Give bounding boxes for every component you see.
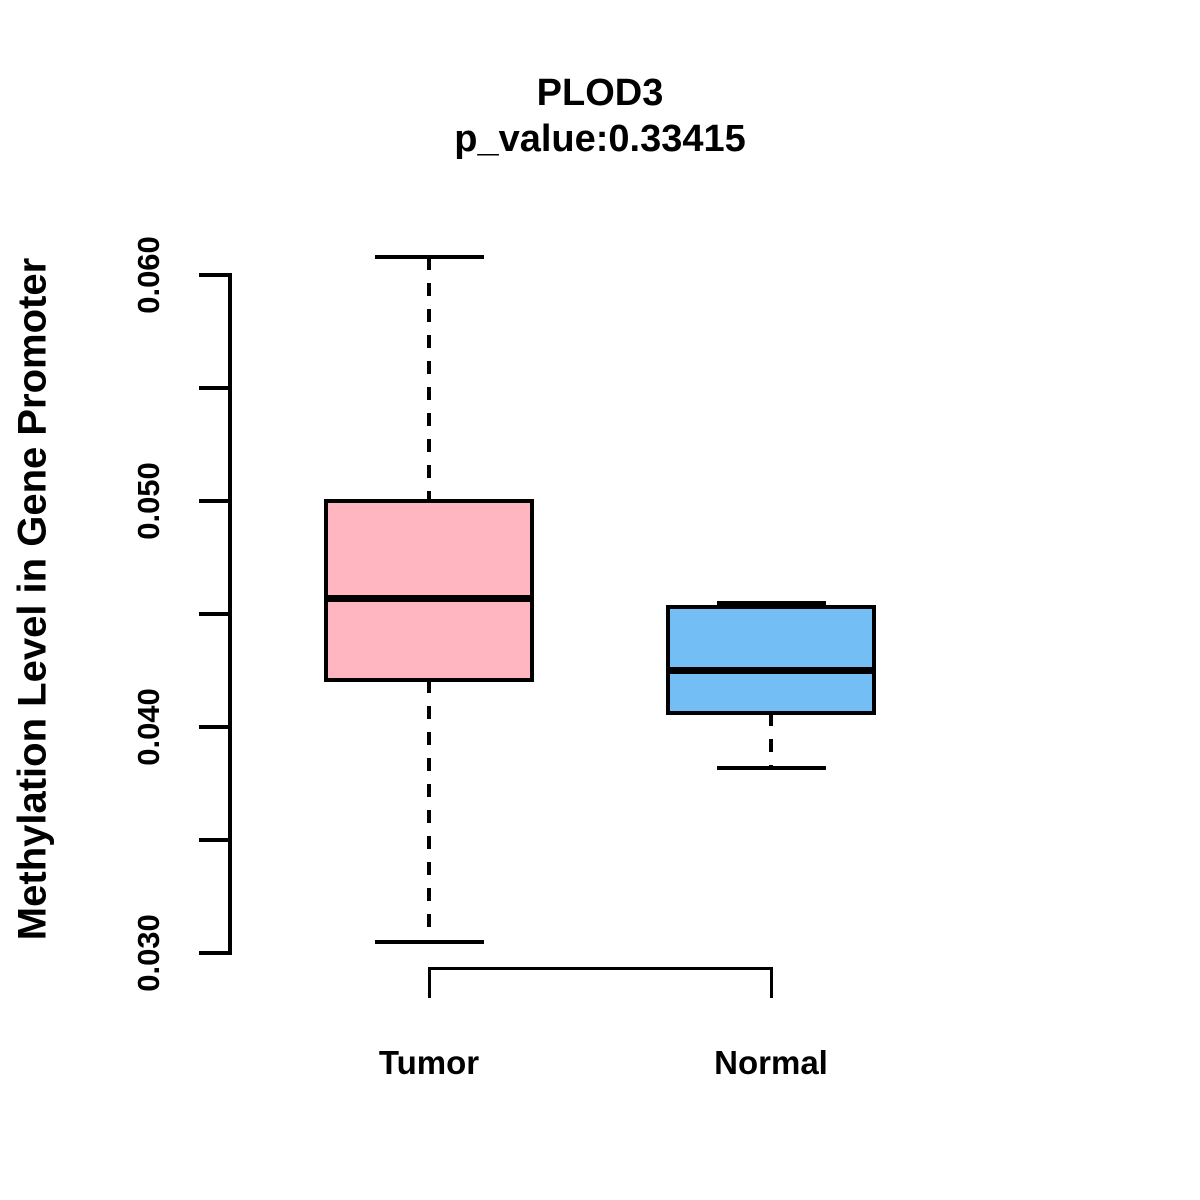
x-axis-tick: [769, 968, 773, 998]
chart-title: PLOD3: [536, 72, 664, 114]
whisker-cap-lower: [374, 939, 484, 944]
whisker-lower: [427, 679, 431, 942]
median-line-tumor: [324, 594, 534, 602]
y-axis-tick: [199, 386, 230, 390]
box-tumor: [324, 499, 534, 682]
whisker-cap-upper: [374, 254, 484, 259]
chart-subtitle: p_value:0.33415: [454, 118, 746, 160]
y-axis-tick-label: 0.050: [131, 462, 166, 540]
whisker-upper: [427, 256, 431, 501]
whisker-lower: [769, 713, 773, 768]
whisker-cap-upper: [716, 600, 826, 605]
y-axis-tick-label: 0.030: [131, 914, 166, 992]
y-axis-tick: [199, 273, 230, 277]
x-axis-line: [427, 966, 773, 970]
whisker-cap-lower: [716, 765, 826, 770]
median-line-normal: [666, 667, 876, 674]
y-axis-tick-label: 0.060: [131, 236, 166, 314]
category-label-normal: Normal: [714, 1044, 828, 1081]
x-axis-tick: [427, 968, 431, 998]
y-axis-tick-label: 0.040: [131, 688, 166, 766]
y-axis-line: [228, 273, 232, 955]
y-axis-tick: [199, 725, 230, 729]
box-normal: [666, 605, 876, 716]
whisker-upper: [769, 602, 773, 608]
category-label-tumor: Tumor: [378, 1044, 480, 1081]
y-axis-tick: [199, 612, 230, 616]
y-axis-tick: [199, 951, 230, 955]
y-axis-tick: [199, 499, 230, 503]
y-axis-tick: [199, 838, 230, 842]
